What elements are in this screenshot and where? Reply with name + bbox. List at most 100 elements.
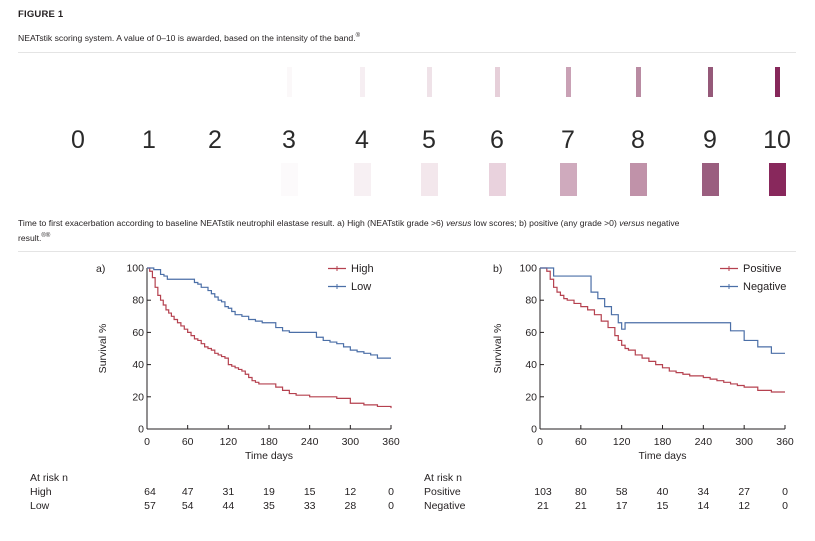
panel-a-at-risk-value: 28 [344, 500, 356, 512]
panel-a-x-tick-label: 60 [182, 436, 194, 448]
panel-a-at-risk-value: 15 [304, 486, 316, 498]
figure-label: FIGURE 1 [18, 9, 64, 20]
panel-b-at-risk-value: 80 [575, 486, 587, 498]
survival-caption: Time to first exacerbation according to … [18, 217, 803, 245]
band-swatch-9 [701, 163, 719, 196]
panel-b-at-risk-value: 27 [738, 486, 750, 498]
panel-a-x-tick-label: 120 [220, 436, 238, 448]
panel-b-x-tick-label: 180 [654, 436, 672, 448]
caption-reference: ® [355, 33, 360, 39]
panel-a-x-tick-label: 360 [382, 436, 400, 448]
band-swatch-5 [420, 163, 438, 196]
panel-b-x-tick-label: 300 [735, 436, 753, 448]
panel-b-x-tick-label: 0 [537, 436, 543, 448]
panel-a-at-risk-value: 19 [263, 486, 275, 498]
panel-a-at-risk-value: 47 [182, 486, 194, 498]
panel-b-x-tick-label: 60 [575, 436, 587, 448]
panel-b-at-risk-value: 12 [738, 500, 750, 512]
panel-a-at-risk-value: 0 [388, 486, 394, 498]
band-swatch-7 [559, 163, 577, 196]
band-strip-8 [635, 67, 641, 97]
band-strip-0 [75, 67, 81, 97]
panel-b-y-tick-label: 0 [531, 424, 537, 436]
panel-b-at-risk-row-label: Positive [424, 486, 461, 498]
grade-label-2: 2 [208, 126, 222, 154]
panel-a-y-tick-label: 0 [138, 424, 144, 436]
panel-b-legend-label-negative: Negative [743, 281, 786, 293]
panel-a-legend-label-high: High [351, 263, 374, 275]
panel-a-at-risk-value: 64 [144, 486, 156, 498]
survival-caption-text-c: negative [644, 218, 680, 228]
panel-a-x-tick-label: 0 [144, 436, 150, 448]
survival-caption-text-b: low scores; b) positive (any grade >0) [471, 218, 620, 228]
band-strip-7 [565, 67, 571, 97]
panel-a-at-risk-value: 44 [222, 500, 234, 512]
panel-b-at-risk-value: 14 [697, 500, 709, 512]
panel-b-y-tick-label: 60 [525, 327, 537, 339]
panel-a-legend-label-low: Low [351, 281, 371, 293]
panel-a-y-tick-label: 80 [132, 295, 144, 307]
band-swatch-6 [488, 163, 506, 196]
band-swatch-10 [768, 163, 786, 196]
band-strip-3 [286, 67, 292, 97]
panel-b-at-risk-value: 0 [782, 500, 788, 512]
panel-b-at-risk-value: 21 [537, 500, 549, 512]
grade-label-10: 10 [763, 126, 791, 154]
grade-label-7: 7 [561, 126, 575, 154]
panel-b-x-tick-label: 120 [613, 436, 631, 448]
band-strip-6 [494, 67, 500, 97]
panel-b-at-risk-value: 58 [616, 486, 628, 498]
grade-label-1: 1 [142, 126, 156, 154]
survival-caption-text-a: Time to first exacerbation according to … [18, 218, 447, 228]
grade-label-8: 8 [631, 126, 645, 154]
grade-label-9: 9 [703, 126, 717, 154]
panel-b-y-axis-label: Survival % [492, 324, 504, 374]
panel-b-at-risk-value: 21 [575, 500, 587, 512]
panel-b-series-negative-line [540, 267, 785, 354]
panel-a-panel-label: a) [96, 263, 105, 275]
panel-b-at-risk-value: 0 [782, 486, 788, 498]
panel-b-series-positive-line [540, 267, 785, 393]
panel-b-at-risk-value: 40 [657, 486, 669, 498]
panel-a-series-low-line [147, 267, 391, 359]
survival-caption-reference: ®® [41, 233, 51, 239]
grade-label-0: 0 [71, 126, 85, 154]
band-strip-10 [774, 67, 780, 97]
band-swatch-0 [69, 163, 87, 196]
panel-a-at-risk-value: 35 [263, 500, 275, 512]
band-strip-4 [359, 67, 365, 97]
panel-a-at-risk-value: 31 [222, 486, 234, 498]
panel-b-at-risk-value: 103 [534, 486, 552, 498]
panel-b-y-tick-label: 20 [525, 391, 537, 403]
panel-a-at-risk-title: At risk n [30, 472, 68, 484]
panel-a-at-risk-value: 54 [182, 500, 194, 512]
panel-a-at-risk-row-label: Low [30, 500, 50, 512]
panel-a-x-tick-label: 300 [342, 436, 360, 448]
band-swatch-1 [140, 163, 158, 196]
panel-a-x-tick-label: 180 [260, 436, 278, 448]
panel-a-y-axis-label: Survival % [97, 324, 109, 374]
panel-b-x-axis-label: Time days [638, 450, 686, 462]
panel-b-at-risk-row-label: Negative [424, 500, 466, 512]
survival-caption-versus-1: versus [446, 218, 472, 228]
survival-caption-versus-2: versus [619, 218, 645, 228]
panel-a-y-tick-label: 20 [132, 391, 144, 403]
panel-a-series-high-line [147, 267, 392, 409]
panel-a-at-risk-value: 0 [388, 500, 394, 512]
panel-b-at-risk-value: 34 [697, 486, 709, 498]
divider [18, 52, 796, 53]
grade-label-6: 6 [490, 126, 504, 154]
figure-caption: NEATstik scoring system. A value of 0–10… [18, 30, 798, 45]
band-swatch-2 [206, 163, 224, 196]
panel-b-legend-label-positive: Positive [743, 263, 782, 275]
panel-b-x-tick-label: 240 [695, 436, 713, 448]
panel-a-x-axis-label: Time days [245, 450, 293, 462]
panel-a-at-risk-value: 12 [344, 486, 356, 498]
survival-caption-text-d: result. [18, 232, 42, 243]
band-swatch-8 [629, 163, 647, 196]
panel-a-at-risk-value: 33 [304, 500, 316, 512]
band-swatch-3 [280, 163, 298, 196]
band-strip-9 [707, 67, 713, 97]
panel-a-at-risk-value: 57 [144, 500, 156, 512]
panel-a-y-tick-label: 40 [132, 359, 144, 371]
